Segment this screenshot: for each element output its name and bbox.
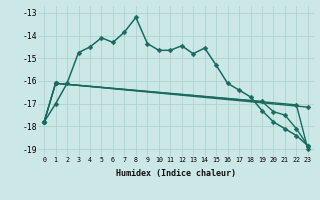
X-axis label: Humidex (Indice chaleur): Humidex (Indice chaleur) [116,169,236,178]
